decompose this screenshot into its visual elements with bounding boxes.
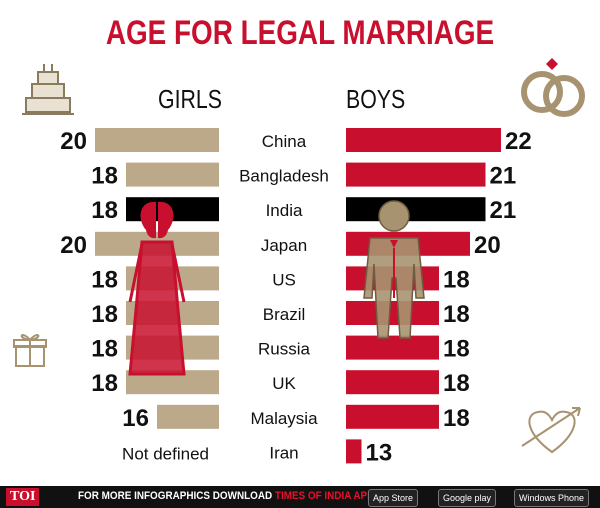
girls-value-china: 20 [60,128,87,155]
boys-bar-russia [346,335,439,360]
girls-bar-bangladesh [126,162,219,187]
girls-value-us: 18 [91,266,118,293]
girls-bar-malaysia [157,404,219,429]
boys-bar-uk [346,370,439,395]
girls-value-bangladesh: 18 [91,163,118,190]
gift-icon [13,334,47,367]
footer-text-prefix: FOR MORE INFOGRAPHICS DOWNLOAD [78,490,273,502]
boys-value-uk: 18 [443,370,470,397]
footer-bar: TOI FOR MORE INFOGRAPHICS DOWNLOAD TIMES… [0,486,600,508]
toi-logo[interactable]: TOI [6,488,40,506]
country-label-japan: Japan [261,236,307,255]
girls-value-brazil: 18 [91,301,118,328]
country-label-russia: Russia [258,340,311,359]
footer-text: FOR MORE INFOGRAPHICS DOWNLOAD TIMES OF … [78,490,374,502]
boys-value-malaysia: 18 [443,405,470,432]
boys-bar-bangladesh [346,162,486,187]
boys-bar-china [346,128,501,152]
boys-value-india: 21 [490,197,517,224]
boys-bar-malaysia [346,404,439,429]
girls-value-russia: 18 [91,336,118,363]
chart-title: AGE FOR LEGAL MARRIAGE [105,14,495,52]
boys-value-japan: 20 [474,232,501,259]
groom-icon [363,200,425,339]
girls-value-india: 18 [91,197,118,224]
country-label-india: India [266,201,303,220]
google-play-badge[interactable]: Google play [438,489,497,507]
cake-icon [22,64,74,115]
footer-text-brand: TIMES OF INDIA [274,490,351,502]
country-label-bangladesh: Bangladesh [239,167,329,186]
boys-value-russia: 18 [443,336,470,363]
heart-arrow-icon [521,407,581,454]
country-label-brazil: Brazil [263,305,306,324]
boys-header: BOYS [346,84,406,114]
windows-phone-badge[interactable]: Windows Phone [514,489,590,507]
chart-area: 20 22 China 18 21 Bangladesh 18 21 India 20 20 Japa… [13,58,585,466]
boys-bar-india [346,197,486,222]
country-label-uk: UK [272,374,296,393]
bride-icon [128,201,186,376]
country-label-china: China [262,132,307,151]
country-label-iran: Iran [269,443,298,462]
girls-bar-china [95,128,219,152]
boys-value-bangladesh: 21 [490,163,517,190]
rings-icon [521,58,585,117]
boys-bar-iran [346,439,362,464]
boys-value-brazil: 18 [443,301,470,328]
country-label-malaysia: Malaysia [250,409,318,428]
girls-value-japan: 20 [60,232,87,259]
boys-bar-brazil [346,301,439,325]
boys-value-china: 22 [505,128,532,155]
app-store-badge[interactable]: App Store [368,489,419,507]
girls-header: GIRLS [158,84,222,114]
girls-value-malaysia: 16 [122,405,149,432]
boys-value-us: 18 [443,266,470,293]
girls-value-iran: Not defined [122,444,209,463]
boys-value-iran: 13 [366,439,393,466]
country-label-us: US [272,270,296,289]
girls-value-uk: 18 [91,370,118,397]
